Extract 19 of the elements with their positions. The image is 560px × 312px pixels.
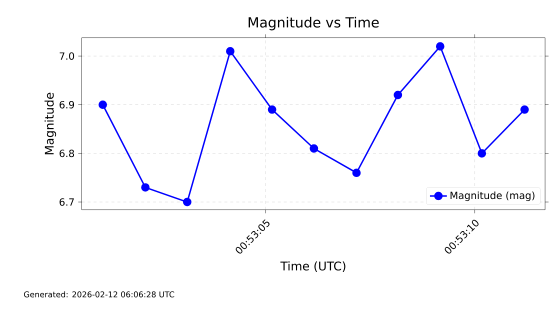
y-tick-label: 7.0	[60, 52, 74, 60]
point	[478, 149, 486, 158]
point	[310, 144, 318, 153]
point	[182, 198, 192, 206]
point	[268, 105, 276, 114]
point	[520, 105, 529, 114]
point	[394, 90, 402, 100]
point	[98, 100, 108, 109]
point	[226, 46, 234, 56]
legend-label: Magnitude (mag)	[450, 191, 534, 201]
point	[436, 42, 444, 50]
chart-title: Magnitude vs Time	[248, 16, 379, 30]
y-tick-label: 6.9	[60, 100, 74, 108]
y-axis-title: Magnitude	[44, 92, 56, 154]
point	[141, 183, 150, 192]
y-tick-label: 6.7	[60, 198, 74, 206]
point	[352, 168, 361, 177]
x-axis-title: Time (UTC)	[280, 261, 346, 272]
y-tick-label: 6.8	[60, 150, 74, 158]
